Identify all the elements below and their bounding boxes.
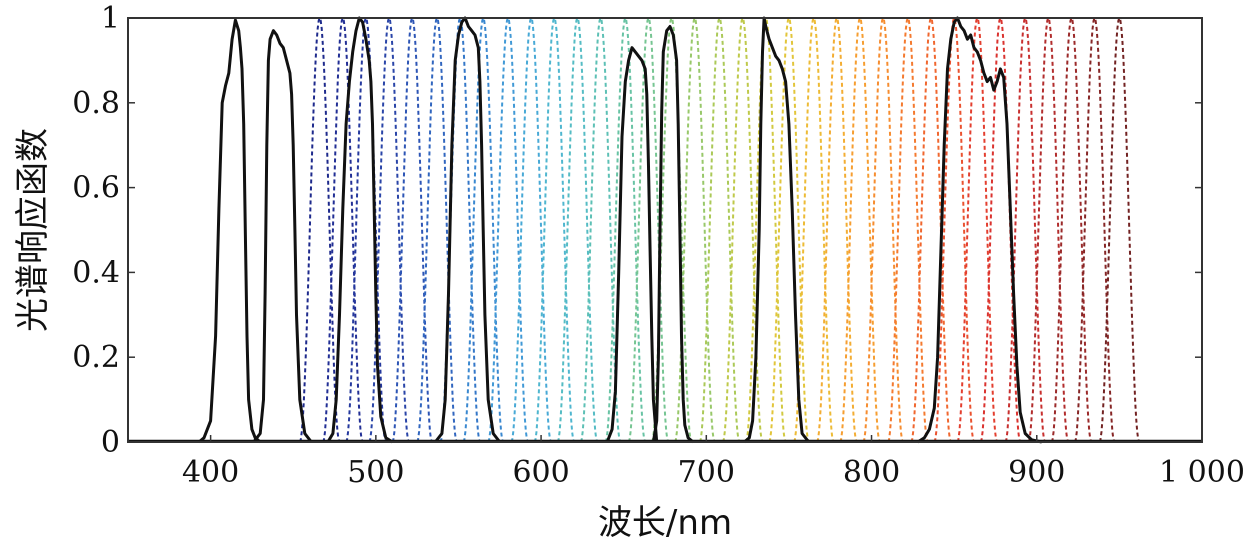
x-tick-label: 1 000: [1159, 455, 1245, 490]
dashed-series-20: [745, 15, 787, 443]
dashed-series-5: [391, 15, 433, 443]
dashed-series-26: [887, 15, 929, 443]
dashed-series-8: [462, 15, 505, 443]
y-tick-label: 0.4: [72, 255, 120, 290]
dashed-series-2: [322, 15, 364, 443]
x-tick-label: 900: [1008, 455, 1065, 490]
dashed-series-1: [298, 15, 341, 443]
dashed-series-29: [956, 15, 999, 443]
x-tick-label: 700: [678, 455, 735, 490]
x-tick-label: 800: [843, 455, 900, 490]
dashed-series-3: [345, 15, 387, 443]
solid-series-8: [916, 16, 1043, 444]
dashed-series-15: [627, 15, 670, 443]
dashed-series-33: [1050, 15, 1093, 443]
x-tick-label: 400: [182, 455, 239, 490]
dashed-series-13: [579, 15, 622, 443]
dashed-series-11: [533, 15, 576, 443]
dashed-series-34: [1073, 15, 1116, 443]
dashed-series-27: [910, 15, 952, 443]
dashed-series-25: [862, 15, 904, 443]
dashed-series-14: [604, 15, 647, 443]
dashed-series-24: [839, 15, 881, 443]
solid-series-5: [605, 46, 659, 443]
x-axis-ticks: 400 500 600 700 800 900 1 000: [182, 435, 1245, 490]
dashed-series-6: [416, 15, 458, 443]
dashed-series-12: [556, 15, 599, 443]
dashed-series-35: [1098, 15, 1141, 443]
solid-series-6: [651, 25, 695, 444]
y-axis-title: 光谱响应函数: [13, 128, 53, 332]
dashed-series-30: [979, 15, 1022, 443]
solid-series-7: [743, 16, 810, 444]
dashed-series-31: [1004, 15, 1046, 443]
y-tick-label: 0.8: [72, 86, 120, 121]
x-tick-label: 600: [512, 455, 569, 490]
y-tick-label: 1: [101, 1, 120, 36]
dashed-series-9: [487, 15, 529, 443]
solid-series-3: [326, 16, 394, 444]
x-tick-label: 500: [347, 455, 404, 490]
y-tick-label: 0.2: [72, 340, 120, 375]
solid-series-2: [252, 29, 313, 443]
solid-series-1: [198, 18, 262, 444]
y-tick-label: 0.6: [72, 171, 120, 206]
dashed-series-21: [768, 15, 810, 443]
dashed-series-28: [933, 15, 975, 443]
x-axis-title: 波长/nm: [598, 503, 732, 543]
y-tick-label: 0: [101, 425, 120, 460]
dashed-series-22: [792, 15, 835, 443]
dashed-series-23: [816, 15, 858, 443]
solid-series-4: [434, 16, 501, 443]
y-axis-ticks: 0 0.2 0.4 0.6 0.8 1: [72, 1, 1202, 460]
dashed-series-10: [510, 15, 552, 443]
plot-frame: [127, 17, 1203, 443]
dashed-series-32: [1027, 15, 1070, 443]
dashed-series-18: [698, 15, 741, 443]
dashed-series-group: [298, 15, 1141, 443]
